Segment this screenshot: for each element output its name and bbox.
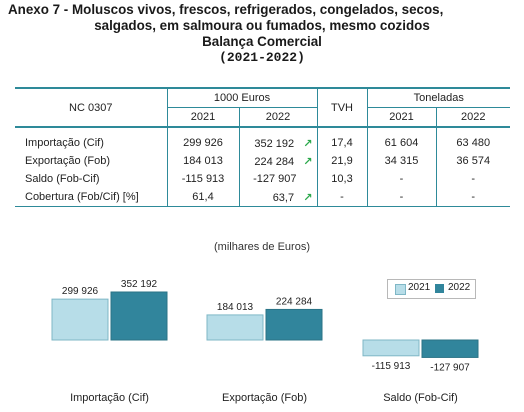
cell-tons-2022: - <box>435 188 510 207</box>
trend-up-icon: ↗ <box>303 137 313 150</box>
cell-euros-2021: 61,4 <box>166 188 239 207</box>
category-label: Exportação (Fob) <box>222 392 307 404</box>
cell-tvh: 21,9 <box>316 152 367 170</box>
row-label: Cobertura (Fob/Cif) [%] <box>15 188 167 207</box>
bar-2021-2 <box>362 339 420 357</box>
cell-euros-2022: -127 907 <box>253 173 297 185</box>
bar-2022-2 <box>421 339 479 358</box>
data-label: -127 907 <box>430 362 470 373</box>
bar-2022-0 <box>110 291 168 341</box>
trade-balance-table: NC 0307 1000 Euros TVH Toneladas 2021 20… <box>15 87 510 207</box>
title-line-3: Balança Comercial <box>202 34 322 49</box>
chart-legend: 2021 2022 <box>387 279 476 299</box>
cell-tons-2022: 36 574 <box>435 152 510 170</box>
data-label: 352 192 <box>121 279 158 290</box>
cell-tons-2022: - <box>435 170 510 188</box>
header-tons: Toneladas <box>366 87 510 108</box>
row-label: Exportação (Fob) <box>25 155 110 167</box>
data-label: 184 013 <box>217 302 254 313</box>
header-euros-2022: 2022 <box>238 107 317 128</box>
bar-2021-0 <box>51 298 109 341</box>
bar-2021-1 <box>206 314 264 341</box>
trend-up-icon: ↗ <box>303 191 313 204</box>
data-label: 299 926 <box>62 286 99 297</box>
table-row: Cobertura (Fob/Cif) [%] 61,4 63,7 ↗ - - … <box>15 188 510 207</box>
legend-label-2022: 2022 <box>448 282 471 293</box>
title-years: (2021-2022) <box>219 50 305 65</box>
cell-euros-2022: 224 284 <box>254 155 295 168</box>
legend-swatch-2021 <box>395 284 406 295</box>
title-line-2: salgados, em salmoura ou fumados, mesmo … <box>94 18 430 33</box>
category-label: Saldo (Fob-Cif) <box>383 392 458 404</box>
spacer-row <box>15 127 510 134</box>
legend-label-2021: 2021 <box>408 282 431 293</box>
legend-swatch-2022 <box>435 284 444 293</box>
cell-tvh: 10,3 <box>316 170 367 188</box>
header-tons-2022: 2022 <box>435 107 510 128</box>
cell-tons-2021: 61 604 <box>366 134 436 152</box>
table-row: Importação (Cif) 299 926 352 192 ↗ 17,4 … <box>15 134 510 152</box>
table-row: Saldo (Fob-Cif) -115 913 -127 907 10,3 -… <box>15 170 510 188</box>
header-tons-2021: 2021 <box>366 107 436 128</box>
report-title: Anexo 7 - Moluscos vivos, frescos, refri… <box>0 2 524 66</box>
cell-euros-2022: 63,7 <box>272 191 295 204</box>
row-label: Importação (Cif) <box>25 137 104 149</box>
cell-euros-2021: 184 013 <box>166 152 239 170</box>
cell-tons-2021: 34 315 <box>366 152 436 170</box>
row-label: Saldo (Fob-Cif) <box>25 173 100 185</box>
cell-euros-2021: 299 926 <box>166 134 239 152</box>
chart-subtitle: (milhares de Euros) <box>214 241 310 253</box>
data-label: -115 913 <box>372 361 411 372</box>
cell-tvh: - <box>316 188 367 207</box>
cell-tons-2021: - <box>366 170 436 188</box>
bar-2022-1 <box>265 308 323 341</box>
header-tvh: TVH <box>316 87 367 128</box>
trend-up-icon: ↗ <box>303 155 313 168</box>
table-row: Exportação (Fob) 184 013 224 284 ↗ 21,9 … <box>15 152 510 170</box>
bar-chart: 299 926 352 192 Importação (Cif) 184 013 224… <box>51 279 479 404</box>
data-label: 224 284 <box>276 296 313 307</box>
cell-tons-2022: 63 480 <box>435 134 510 152</box>
header-nc: NC 0307 <box>15 87 167 128</box>
cell-tvh: 17,4 <box>316 134 367 152</box>
header-euros: 1000 Euros <box>166 87 317 108</box>
cell-tons-2021: - <box>366 188 436 207</box>
title-line-1: Anexo 7 - Moluscos vivos, frescos, refri… <box>8 2 444 17</box>
header-euros-2021: 2021 <box>166 107 239 128</box>
cell-euros-2022: 352 192 <box>254 137 295 150</box>
cell-euros-2021: -115 913 <box>166 170 239 188</box>
category-label: Importação (Cif) <box>70 392 149 404</box>
